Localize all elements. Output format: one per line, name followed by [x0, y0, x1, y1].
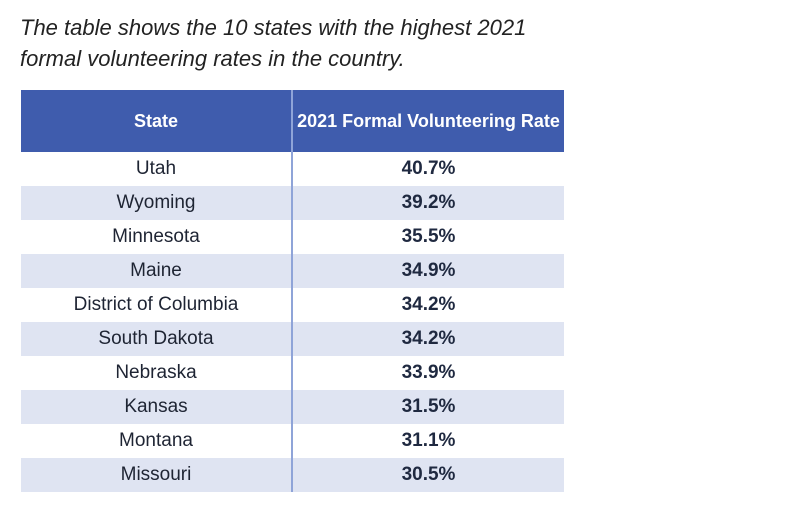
table-row: South Dakota 34.2% [21, 322, 564, 356]
state-cell: Minnesota [21, 220, 293, 254]
state-cell: District of Columbia [21, 288, 293, 322]
rate-cell: 40.7% [292, 152, 564, 186]
table-row: Nebraska 33.9% [21, 356, 564, 390]
rate-cell: 33.9% [292, 356, 564, 390]
column-header-state: State [21, 90, 293, 152]
rate-cell: 39.2% [292, 186, 564, 220]
table-row: Kansas 31.5% [21, 390, 564, 424]
rate-cell: 30.5% [292, 458, 564, 492]
table-row: Missouri 30.5% [21, 458, 564, 492]
table-row: District of Columbia 34.2% [21, 288, 564, 322]
table-body: Utah 40.7% Wyoming 39.2% Minnesota 35.5% Maine… [21, 152, 564, 492]
rate-cell: 34.9% [292, 254, 564, 288]
state-cell: Missouri [21, 458, 293, 492]
column-header-rate: 2021 Formal Volunteering Rate [292, 90, 564, 152]
state-cell: Utah [21, 152, 293, 186]
table-caption: The table shows the 10 states with the h… [20, 15, 527, 71]
rate-cell: 34.2% [292, 288, 564, 322]
table-header: State 2021 Formal Volunteering Rate [21, 90, 564, 152]
rate-cell: 31.5% [292, 390, 564, 424]
state-cell: South Dakota [21, 322, 293, 356]
volunteering-table-container: State 2021 Formal Volunteering Rate Utah… [21, 90, 564, 492]
state-cell: Maine [21, 254, 293, 288]
state-cell: Kansas [21, 390, 293, 424]
table-row: Wyoming 39.2% [21, 186, 564, 220]
table-row: Utah 40.7% [21, 152, 564, 186]
table-row: Minnesota 35.5% [21, 220, 564, 254]
state-cell: Wyoming [21, 186, 293, 220]
volunteering-rate-table: State 2021 Formal Volunteering Rate Utah… [21, 90, 564, 492]
header-row: State 2021 Formal Volunteering Rate [21, 90, 564, 152]
rate-cell: 31.1% [292, 424, 564, 458]
state-cell: Nebraska [21, 356, 293, 390]
rate-cell: 35.5% [292, 220, 564, 254]
table-row: Maine 34.9% [21, 254, 564, 288]
table-row: Montana 31.1% [21, 424, 564, 458]
state-cell: Montana [21, 424, 293, 458]
rate-cell: 34.2% [292, 322, 564, 356]
